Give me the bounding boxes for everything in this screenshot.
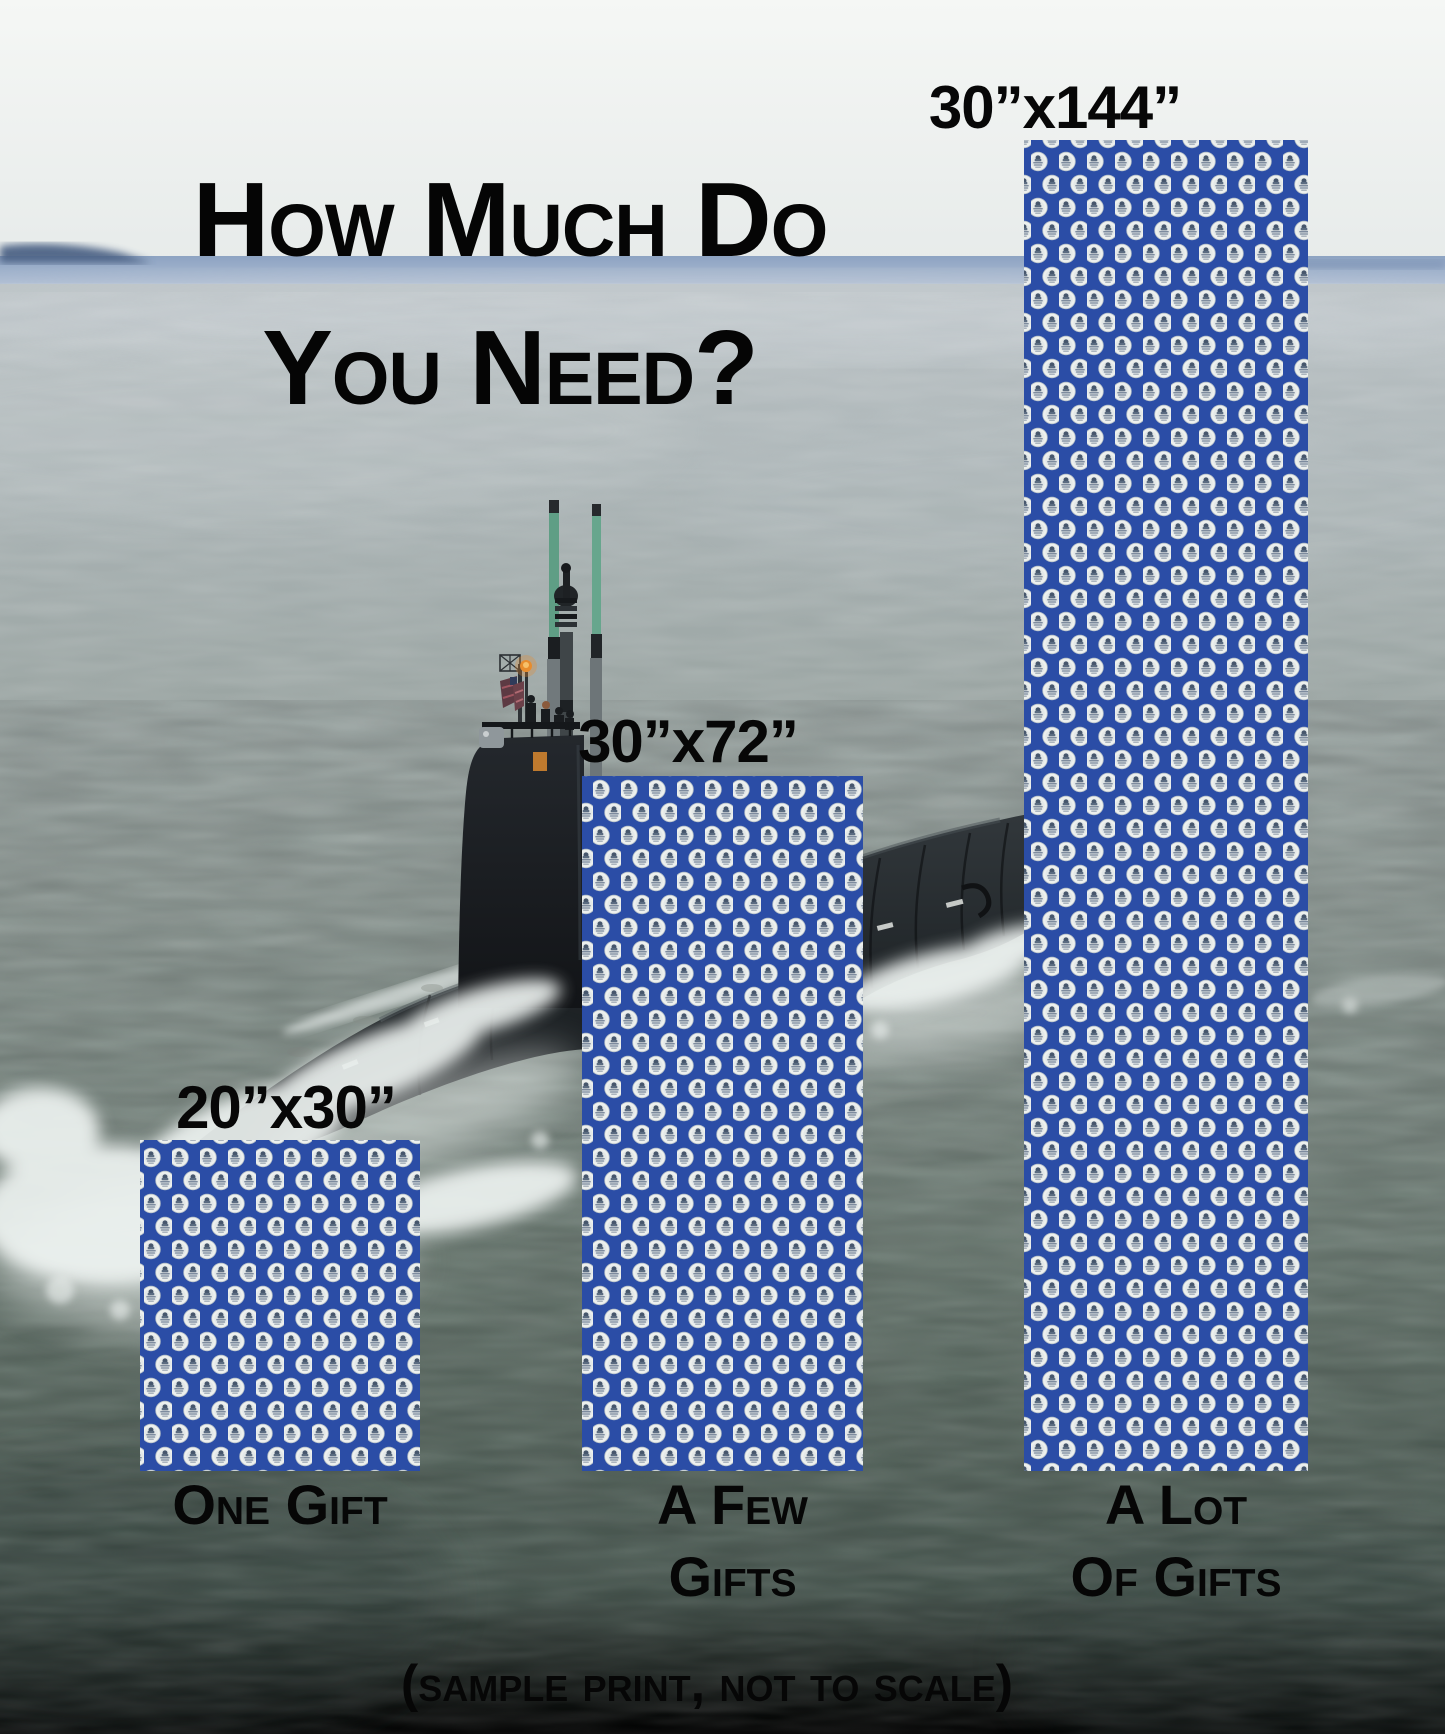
gift-wrap-swatch-30x72 [582,776,863,1471]
caption-line: A Few [657,1473,808,1536]
size-label-30x144: 30”x144” [928,74,1182,141]
gift-wrap-swatch-20x30 [140,1140,420,1471]
deck-cleat [961,883,992,919]
distant-headland [0,243,152,263]
size-label-30x72: 30”x72” [578,708,799,775]
caption-line: Gifts [668,1545,797,1608]
wrap-pattern-swatch [582,776,863,1471]
caption-one-gift: One Gift [140,1469,420,1541]
submarine-sail [458,500,602,1008]
page-title-line2: You Need? [262,309,759,427]
caption-a-lot-of-gifts: A Lot Of Gifts [1034,1469,1318,1613]
page-title-line1: How Much Do [192,161,829,279]
wrap-pattern-swatch [140,1140,420,1471]
page-title: How Much Do You Need? [60,146,960,442]
periscope-masts [547,500,602,778]
caption-line: A Lot [1104,1473,1248,1536]
size-label-20x30: 20”x30” [176,1074,397,1141]
caption-line: One Gift [172,1473,388,1536]
gift-wrap-swatch-30x144 [1024,140,1308,1471]
caption-line: Of Gifts [1070,1545,1282,1608]
wrap-pattern-swatch [1024,140,1308,1471]
us-flag-2 [513,681,524,711]
sail-front-fairing [479,727,504,748]
caption-a-few-gifts: A Few Gifts [592,1469,873,1613]
orange-suited-crew [533,752,547,771]
footnote-sample-print: (sample print, not to scale) [400,1655,1014,1713]
flag-mast [499,654,537,726]
